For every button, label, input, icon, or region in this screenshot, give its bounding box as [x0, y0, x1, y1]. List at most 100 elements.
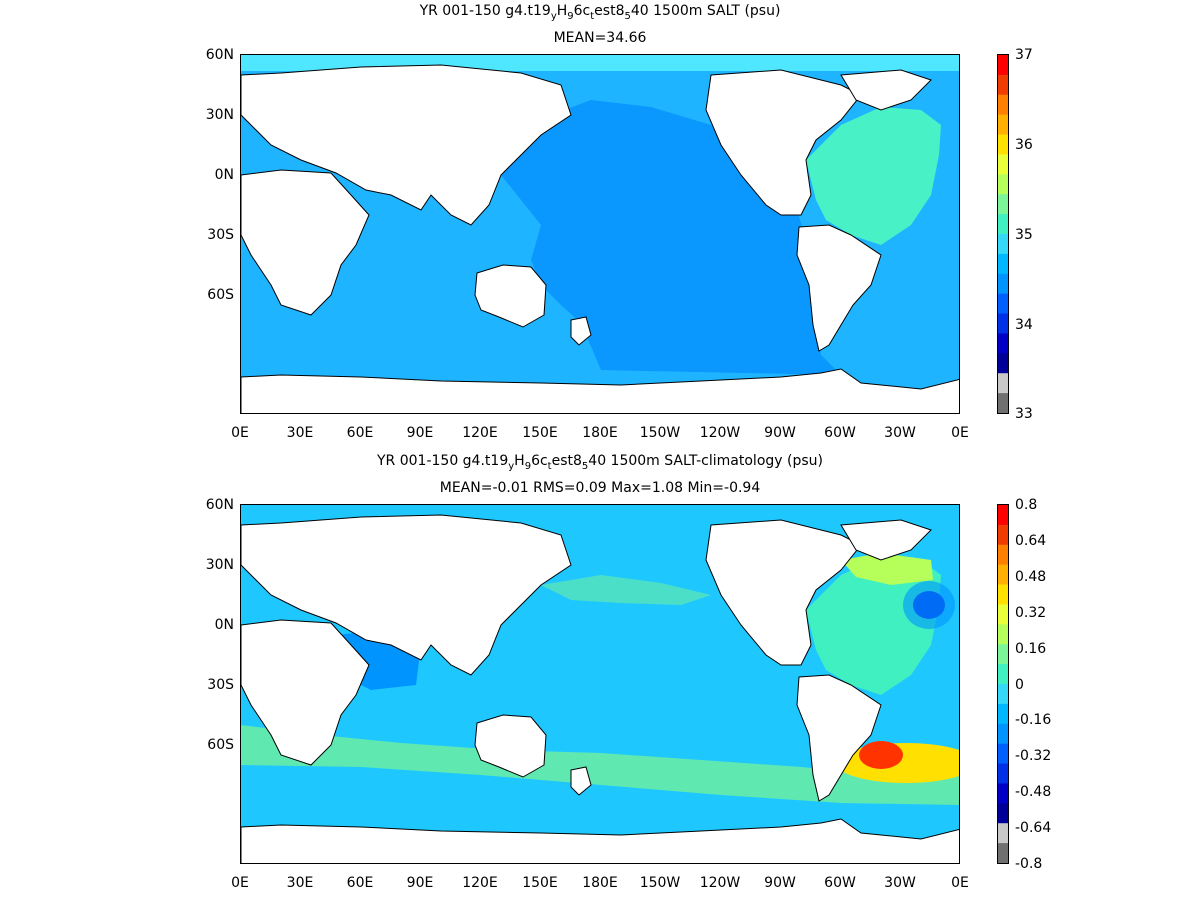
- p1-ytick-60n: 60N: [205, 47, 234, 63]
- colorbar-segment: [998, 134, 1008, 155]
- colorbar-segment: [998, 74, 1008, 96]
- colorbar-segment: [998, 763, 1008, 784]
- p2-ytick-30n: 30N: [205, 557, 234, 573]
- colorbar-segment: [998, 544, 1008, 566]
- p2-australia: [474, 714, 547, 778]
- p2-cbar-label: 0.16: [1015, 640, 1047, 657]
- p2-xtick: 150W: [639, 875, 681, 891]
- p2-xtick: 90W: [764, 875, 796, 891]
- colorbar-segment: [998, 703, 1008, 725]
- p1-xtick: 120W: [699, 425, 741, 441]
- p1-north-america: [705, 69, 862, 216]
- p2-xtick: 30W: [884, 875, 916, 891]
- p1-cbar-label-35: 35: [1015, 227, 1033, 243]
- colorbar-segment: [998, 783, 1008, 804]
- p2-cbar-label: 0.64: [1015, 532, 1047, 549]
- colorbar-segment: [998, 253, 1008, 275]
- colorbar-segment: [998, 94, 1008, 116]
- colorbar-segment: [998, 684, 1008, 705]
- colorbar-segment: [998, 214, 1008, 235]
- p1-xtick: 0E: [231, 425, 249, 441]
- colorbar-segment: [998, 505, 1008, 526]
- p2-north-america: [705, 519, 862, 666]
- panel2-stats: MEAN=-0.01 RMS=0.09 Max=1.08 Min=-0.94: [439, 480, 761, 496]
- colorbar-segment: [998, 273, 1008, 295]
- panel2-map: [240, 504, 960, 864]
- p1-xtick: 90E: [406, 425, 434, 441]
- colorbar-segment: [998, 154, 1008, 175]
- p2-gulf-stream-halo: [903, 581, 955, 629]
- p2-xtick: 60E: [346, 875, 374, 891]
- p2-north-atlantic-region: [806, 557, 941, 695]
- p2-labrador-high: [841, 553, 933, 585]
- p2-xtick: 120W: [699, 875, 741, 891]
- p1-ytick-30n: 30N: [205, 107, 234, 123]
- colorbar-segment: [998, 313, 1008, 334]
- p2-south-america: [796, 674, 882, 802]
- p1-southern-pacific: [581, 323, 841, 375]
- p2-xtick: 30E: [286, 875, 314, 891]
- p2-cbar-label: 0.32: [1015, 604, 1047, 621]
- panel2-colorbar: [997, 504, 1009, 864]
- p1-greenland: [840, 69, 932, 111]
- p2-cbar-label: 0: [1015, 676, 1024, 693]
- colorbar-segment: [998, 664, 1008, 685]
- p2-eurasia: [241, 514, 572, 676]
- panel1-stats: MEAN=34.66: [553, 30, 647, 46]
- colorbar-segment: [998, 293, 1008, 315]
- p1-xtick: 150W: [639, 425, 681, 441]
- colorbar-segment: [998, 644, 1008, 665]
- p1-new-zealand: [570, 316, 592, 346]
- p2-cbar-label: -0.16: [1015, 712, 1052, 729]
- colorbar-segment: [998, 393, 1008, 413]
- p2-cbar-label: 0.8: [1015, 497, 1038, 513]
- colorbar-segment: [998, 194, 1008, 215]
- p2-xtick: 0E: [231, 875, 249, 891]
- p2-cbar-label: -0.8: [1015, 856, 1043, 872]
- colorbar-segment: [998, 373, 1008, 394]
- colorbar-segment: [998, 55, 1008, 76]
- colorbar-segment: [998, 723, 1008, 745]
- p2-southern-band: [241, 725, 959, 805]
- colorbar-segment: [998, 353, 1008, 374]
- colorbar-segment: [998, 564, 1008, 586]
- colorbar-segment: [998, 803, 1008, 824]
- colorbar-segment: [998, 743, 1008, 765]
- p1-xtick: 30W: [884, 425, 916, 441]
- p2-antarctica: [241, 818, 959, 863]
- p1-north-atlantic-region: [806, 107, 941, 245]
- p1-australia: [474, 264, 547, 328]
- panel1-map: [240, 54, 960, 414]
- p2-ytick-60n: 60N: [205, 497, 234, 513]
- colorbar-segment: [998, 333, 1008, 354]
- p1-xtick: 90W: [764, 425, 796, 441]
- colorbar-segment: [998, 604, 1008, 625]
- p2-greenland: [840, 519, 932, 561]
- p1-xtick: 150E: [522, 425, 558, 441]
- panel1-title: YR 001-150 g4.t19yH96ctest8540 1500m SAL…: [419, 3, 781, 22]
- p1-xtick: 0E: [951, 425, 969, 441]
- p2-new-zealand: [570, 766, 592, 796]
- p1-ytick-30s: 30S: [207, 227, 234, 243]
- p1-xtick: 180E: [582, 425, 618, 441]
- p2-cbar-label: -0.64: [1015, 820, 1052, 837]
- p1-ytick-60s: 60S: [207, 287, 234, 303]
- p2-xtick: 60W: [824, 875, 856, 891]
- p2-cbar-label: -0.48: [1015, 784, 1052, 801]
- colorbar-segment: [998, 584, 1008, 605]
- p2-xtick: 180E: [582, 875, 618, 891]
- p1-ytick-0n: 0N: [214, 167, 234, 183]
- colorbar-segment: [998, 823, 1008, 844]
- p1-antarctica: [241, 368, 959, 413]
- p2-xtick: 0E: [951, 875, 969, 891]
- p1-xtick: 60E: [346, 425, 374, 441]
- colorbar-segment: [998, 524, 1008, 546]
- colorbar-segment: [998, 114, 1008, 136]
- panel1-colorbar: [997, 54, 1009, 414]
- p2-xtick: 120E: [462, 875, 498, 891]
- p2-xtick: 150E: [522, 875, 558, 891]
- p2-xtick: 90E: [406, 875, 434, 891]
- p2-brazil-malvinas-high: [859, 741, 903, 769]
- p1-xtick: 60W: [824, 425, 856, 441]
- p2-cbar-label: 0.48: [1015, 568, 1047, 585]
